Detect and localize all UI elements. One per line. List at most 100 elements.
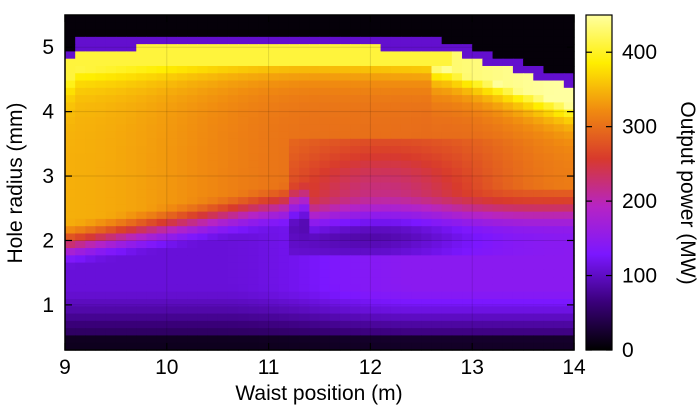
heatmap-cell bbox=[543, 22, 555, 31]
heatmap-cell bbox=[115, 277, 127, 286]
heatmap-cell bbox=[156, 15, 168, 23]
heatmap-cell bbox=[563, 138, 575, 147]
heatmap-cell bbox=[533, 153, 545, 162]
heatmap-cell bbox=[309, 80, 321, 89]
heatmap-cell bbox=[197, 335, 209, 344]
heatmap-cell bbox=[156, 299, 168, 307]
heatmap-cell bbox=[156, 342, 168, 351]
heatmap-cell bbox=[329, 262, 341, 271]
heatmap-cell bbox=[431, 116, 443, 125]
heatmap-cell bbox=[502, 44, 514, 53]
heatmap-cell bbox=[380, 240, 392, 249]
heatmap-cell bbox=[238, 160, 249, 169]
heatmap-cell bbox=[85, 15, 97, 23]
heatmap-cell bbox=[217, 29, 229, 38]
heatmap-cell bbox=[339, 138, 351, 147]
heatmap-cell bbox=[553, 320, 565, 329]
heatmap-cell bbox=[472, 313, 483, 322]
heatmap-cell bbox=[288, 80, 300, 89]
heatmap-cell bbox=[350, 153, 361, 162]
heatmap-cell bbox=[492, 335, 504, 344]
heatmap-cell bbox=[431, 328, 443, 337]
heatmap-cell bbox=[278, 218, 290, 227]
heatmap-cell bbox=[65, 36, 76, 45]
heatmap-cell bbox=[533, 160, 545, 169]
heatmap-cell bbox=[482, 197, 494, 205]
heatmap-cell bbox=[360, 87, 371, 96]
heatmap-cell bbox=[268, 146, 280, 154]
heatmap-cell bbox=[115, 160, 127, 169]
heatmap-cell bbox=[360, 65, 371, 74]
heatmap-cell bbox=[288, 342, 300, 351]
heatmap-cell bbox=[65, 109, 76, 118]
heatmap-cell bbox=[502, 182, 514, 191]
heatmap-cell bbox=[95, 248, 107, 256]
heatmap-cell bbox=[380, 189, 392, 198]
heatmap-cell bbox=[339, 342, 351, 351]
heatmap-cell bbox=[288, 29, 300, 38]
heatmap-cell bbox=[166, 51, 178, 60]
heatmap-cell bbox=[146, 36, 158, 45]
heatmap-cell bbox=[421, 131, 433, 140]
heatmap-cell bbox=[288, 306, 300, 315]
heatmap-cell bbox=[543, 44, 555, 53]
heatmap-cell bbox=[431, 153, 443, 162]
heatmap-cell bbox=[400, 160, 412, 169]
heatmap-cell bbox=[472, 335, 483, 344]
heatmap-cell bbox=[258, 277, 270, 286]
heatmap-cell bbox=[563, 160, 575, 169]
heatmap-cell bbox=[380, 124, 392, 133]
heatmap-cell bbox=[176, 29, 188, 38]
heatmap-cell bbox=[329, 313, 341, 322]
heatmap-cell bbox=[390, 109, 402, 118]
heatmap-cell bbox=[65, 44, 76, 53]
heatmap-cell bbox=[278, 182, 290, 191]
heatmap-cell bbox=[227, 109, 239, 118]
heatmap-cell bbox=[421, 138, 433, 147]
heatmap-cell bbox=[136, 153, 148, 162]
heatmap-cell bbox=[146, 204, 158, 213]
heatmap-cell bbox=[492, 299, 504, 307]
heatmap-cell bbox=[309, 51, 321, 60]
heatmap-cell bbox=[299, 189, 310, 198]
heatmap-cell bbox=[105, 189, 117, 198]
heatmap-cell bbox=[309, 240, 321, 249]
heatmap-cell bbox=[533, 335, 545, 344]
heatmap-cell bbox=[431, 226, 443, 235]
heatmap-cell bbox=[156, 197, 168, 205]
heatmap-cell bbox=[309, 306, 321, 315]
heatmap-cell bbox=[227, 240, 239, 249]
heatmap-cell bbox=[156, 80, 168, 89]
heatmap-cell bbox=[75, 269, 86, 278]
heatmap-cell bbox=[380, 80, 392, 89]
heatmap-cell bbox=[238, 233, 249, 242]
heatmap-cell bbox=[299, 226, 310, 235]
heatmap-cell bbox=[126, 22, 137, 31]
heatmap-cell bbox=[482, 65, 494, 74]
heatmap-cell bbox=[217, 291, 229, 300]
heatmap-cell bbox=[166, 58, 178, 67]
heatmap-cell bbox=[258, 189, 270, 198]
heatmap-cell bbox=[400, 22, 412, 31]
heatmap-cell bbox=[553, 116, 565, 125]
heatmap-cell bbox=[176, 160, 188, 169]
heatmap-cell bbox=[411, 328, 422, 337]
heatmap-cell bbox=[400, 240, 412, 249]
heatmap-cell bbox=[197, 44, 209, 53]
heatmap-cell bbox=[187, 313, 198, 322]
heatmap-cell bbox=[553, 313, 565, 322]
heatmap-cell bbox=[248, 36, 260, 45]
heatmap-cell bbox=[329, 15, 341, 23]
heatmap-cell bbox=[482, 116, 494, 125]
heatmap-cell bbox=[350, 284, 361, 293]
heatmap-cell bbox=[472, 116, 483, 125]
heatmap-cell bbox=[370, 313, 382, 322]
heatmap-cell bbox=[207, 197, 219, 205]
heatmap-cell bbox=[339, 262, 351, 271]
heatmap-cell bbox=[492, 160, 504, 169]
heatmap-cell bbox=[268, 313, 280, 322]
heatmap-cell bbox=[411, 167, 422, 176]
heatmap-cell bbox=[472, 175, 483, 184]
heatmap-cell bbox=[339, 328, 351, 337]
heatmap-cell bbox=[319, 146, 331, 154]
